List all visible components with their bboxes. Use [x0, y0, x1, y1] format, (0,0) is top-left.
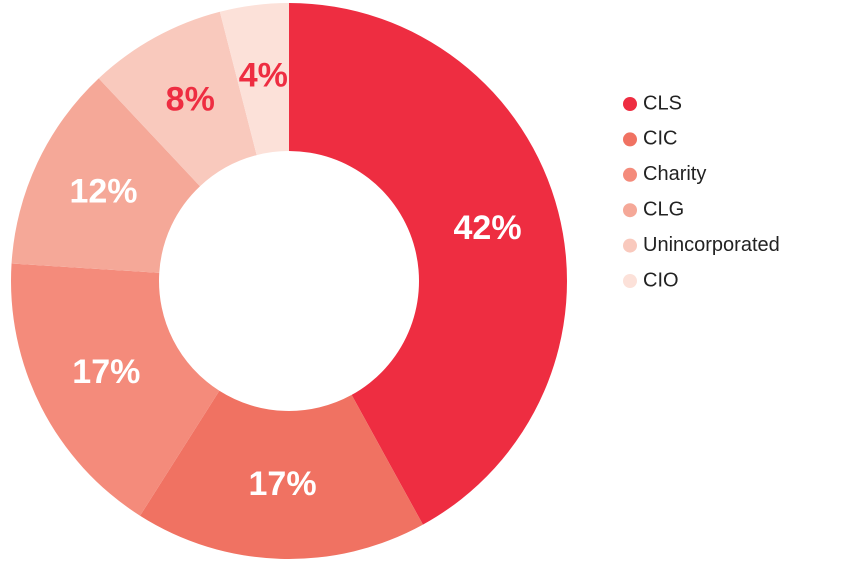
- slice: [98, 11, 257, 187]
- legend-label: Charity: [643, 163, 706, 185]
- data-label: 8%: [166, 80, 215, 118]
- slice: [289, 3, 567, 525]
- data-label: 4%: [239, 57, 288, 95]
- slice: [11, 263, 220, 516]
- legend-swatch: [623, 274, 637, 288]
- legend-label: CIC: [643, 128, 677, 150]
- legend-swatch: [623, 238, 637, 253]
- slice: [140, 390, 423, 559]
- legend-label: CLS: [643, 92, 682, 114]
- data-label: 17%: [72, 353, 140, 391]
- slice: [11, 78, 201, 273]
- data-label: 17%: [249, 465, 317, 503]
- legend-swatch: [623, 203, 637, 218]
- slice: [219, 3, 289, 156]
- legend-swatch: [623, 167, 637, 182]
- data-label: 42%: [454, 209, 522, 247]
- legend-label: CLG: [643, 198, 684, 220]
- legend-label: CIO: [643, 269, 679, 291]
- data-label: 12%: [69, 173, 137, 211]
- legend-swatch: [623, 132, 637, 147]
- legend-swatch: [623, 97, 637, 111]
- legend-label: Unincorporated: [643, 234, 780, 256]
